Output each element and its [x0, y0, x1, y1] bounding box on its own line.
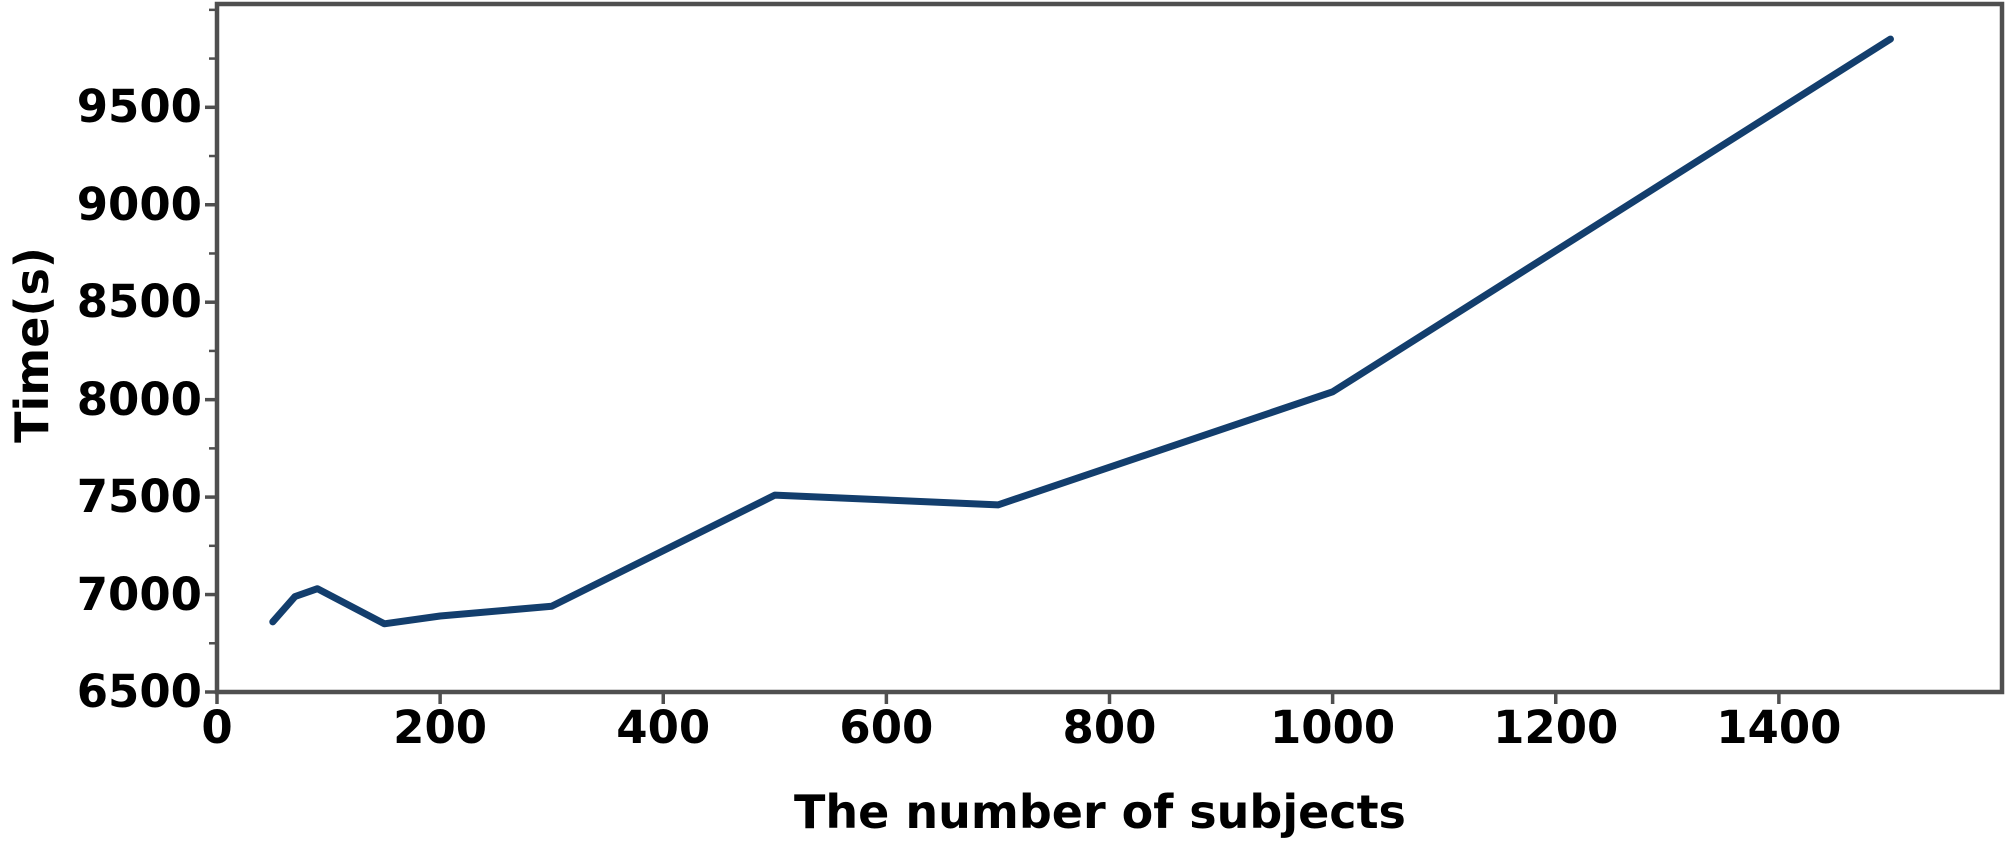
plot-border	[214, 1, 2005, 695]
x-tick-label: 1000	[1270, 701, 1396, 754]
data-line-execution-time	[269, 35, 1894, 628]
x-tick-label: 800	[1062, 701, 1157, 754]
y-tick-label: 9000	[76, 177, 202, 231]
x-axis-title: The number of subjects	[794, 785, 1406, 839]
x-tick-label: 0	[201, 701, 233, 754]
y-tick-label: 6500	[76, 665, 202, 718]
y-tick-label: 8000	[76, 372, 202, 426]
y-tick-label: 8500	[76, 275, 202, 329]
y-tick-label: 9500	[76, 80, 202, 134]
x-tick-label: 200	[393, 701, 488, 754]
y-tick-label: 7000	[76, 567, 202, 621]
x-tick-label: 1400	[1716, 701, 1842, 754]
x-tick-label: 1200	[1493, 701, 1619, 754]
x-tick-label: 600	[839, 701, 934, 754]
y-tick-label: 7500	[76, 470, 202, 524]
x-tick-label: 400	[616, 701, 711, 754]
